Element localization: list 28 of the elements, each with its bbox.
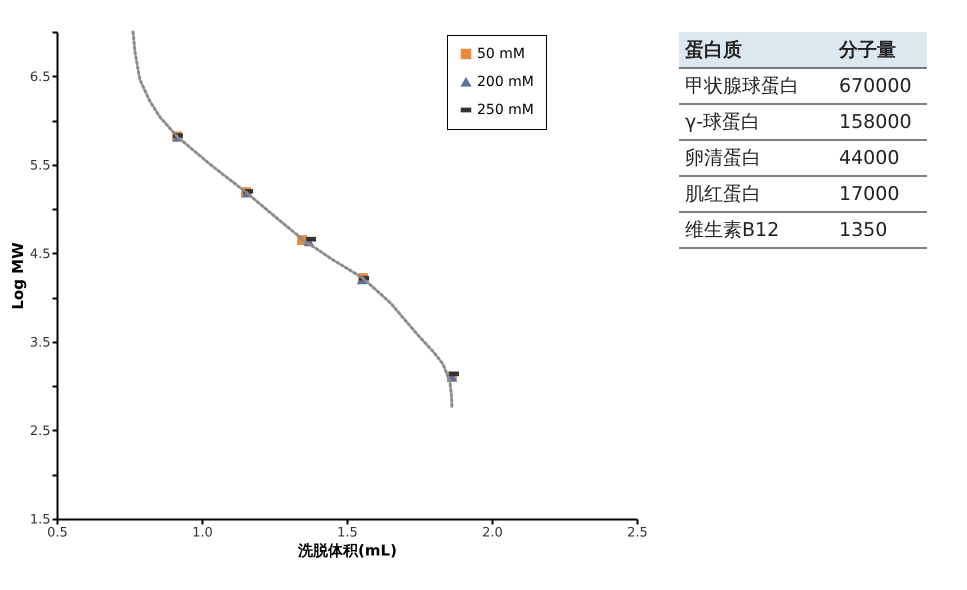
x-tick-label: 1.5	[337, 526, 358, 540]
category-label: 维生素B12	[685, 219, 780, 241]
y-tick-label: 3.5	[30, 335, 50, 350]
data-label: 17000	[839, 183, 900, 205]
category-label: γ-球蛋白	[685, 111, 760, 133]
category-label: 卵清蛋白	[685, 147, 761, 169]
category-label: 甲状腺球蛋白	[685, 75, 799, 97]
text: 蛋白质	[684, 39, 742, 61]
data-label: 670000	[839, 75, 912, 97]
category-label: 肌红蛋白	[685, 183, 761, 205]
x-tick-label: 2.5	[627, 526, 648, 540]
x-axis-title: 洗脱体积(mL)	[297, 542, 397, 560]
legend-label: 200 mM	[477, 74, 534, 90]
data-label: 1350	[839, 219, 888, 241]
y-tick-label: 6.5	[30, 70, 50, 85]
y-tick-label: 4.5	[30, 246, 50, 262]
y-tick-label: 1.5	[30, 512, 50, 528]
y-axis-title: Log MW	[8, 242, 27, 310]
x-tick-label: 0.5	[47, 526, 68, 540]
text: 分子量	[838, 39, 896, 61]
data-label: 158000	[839, 111, 912, 133]
y-tick-label: 5.5	[30, 158, 50, 174]
x-tick-label: 2.0	[482, 526, 503, 540]
x-tick-label: 1.0	[192, 526, 213, 540]
legend-label: 50 mM	[477, 46, 525, 62]
legend-label: 250 mM	[477, 102, 534, 118]
data-label: 44000	[839, 147, 900, 169]
y-tick-label: 2.5	[30, 424, 50, 439]
